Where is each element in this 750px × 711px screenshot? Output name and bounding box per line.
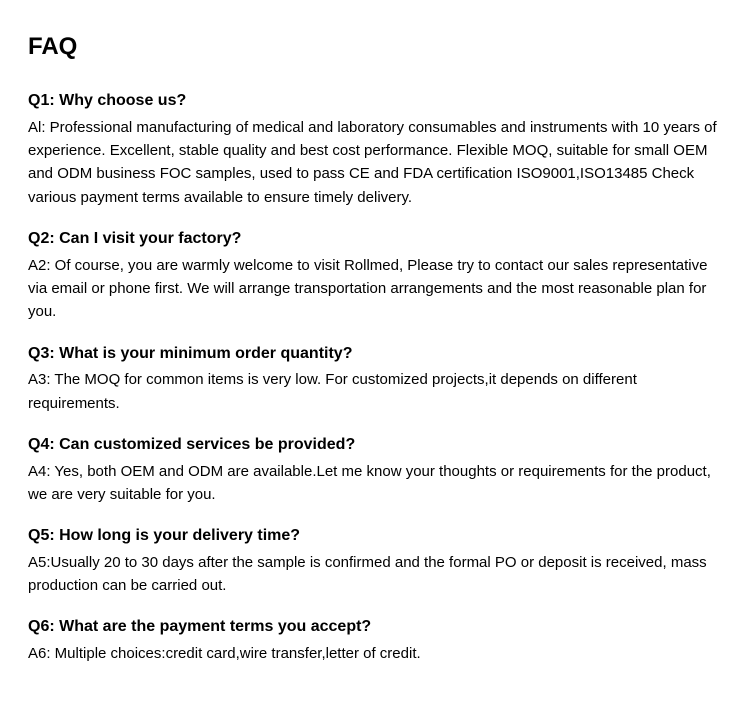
faq-answer-1: Al: Professional manufacturing of medica… <box>28 116 722 209</box>
faq-item: Q3: What is your minimum order quantity?… <box>28 342 722 415</box>
faq-answer-5: A5:Usually 20 to 30 days after the sampl… <box>28 551 722 598</box>
faq-question-1: Q1: Why choose us? <box>28 89 722 114</box>
faq-answer-3: A3: The MOQ for common items is very low… <box>28 368 722 415</box>
faq-question-6: Q6: What are the payment terms you accep… <box>28 615 722 640</box>
faq-answer-4: A4: Yes, both OEM and ODM are available.… <box>28 460 722 507</box>
faq-title: FAQ <box>28 28 722 65</box>
faq-item: Q2: Can I visit your factory? A2: Of cou… <box>28 227 722 324</box>
faq-item: Q6: What are the payment terms you accep… <box>28 615 722 665</box>
faq-question-4: Q4: Can customized services be provided? <box>28 433 722 458</box>
faq-question-5: Q5: How long is your delivery time? <box>28 524 722 549</box>
faq-item: Q4: Can customized services be provided?… <box>28 433 722 506</box>
faq-answer-6: A6: Multiple choices:credit card,wire tr… <box>28 642 722 665</box>
faq-question-3: Q3: What is your minimum order quantity? <box>28 342 722 367</box>
faq-question-2: Q2: Can I visit your factory? <box>28 227 722 252</box>
faq-item: Q5: How long is your delivery time? A5:U… <box>28 524 722 597</box>
faq-answer-2: A2: Of course, you are warmly welcome to… <box>28 254 722 324</box>
faq-item: Q1: Why choose us? Al: Professional manu… <box>28 89 722 209</box>
